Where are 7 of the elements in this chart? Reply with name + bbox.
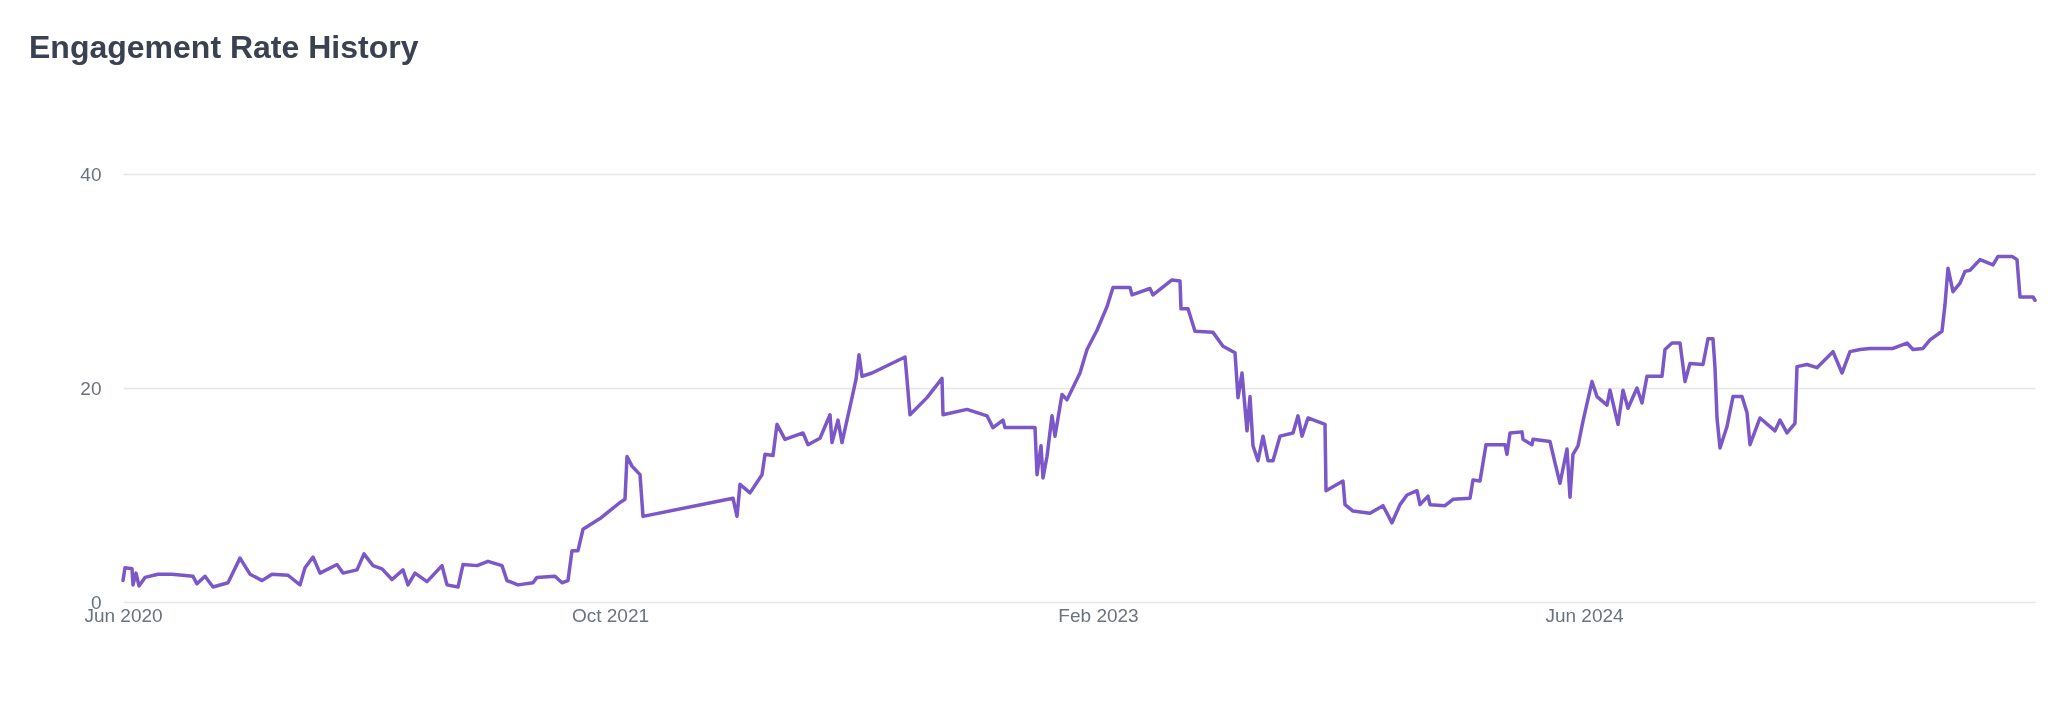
y-tick-label: 40: [80, 163, 102, 185]
line-series: [121, 254, 2037, 589]
x-tick-label: Jun 2024: [1545, 604, 1625, 626]
x-tick-label: Oct 2021: [571, 604, 650, 626]
x-tick-label: Feb 2023: [1058, 604, 1139, 626]
y-tick-label: 20: [80, 377, 102, 399]
chart-title: Engagement Rate History: [29, 29, 419, 65]
